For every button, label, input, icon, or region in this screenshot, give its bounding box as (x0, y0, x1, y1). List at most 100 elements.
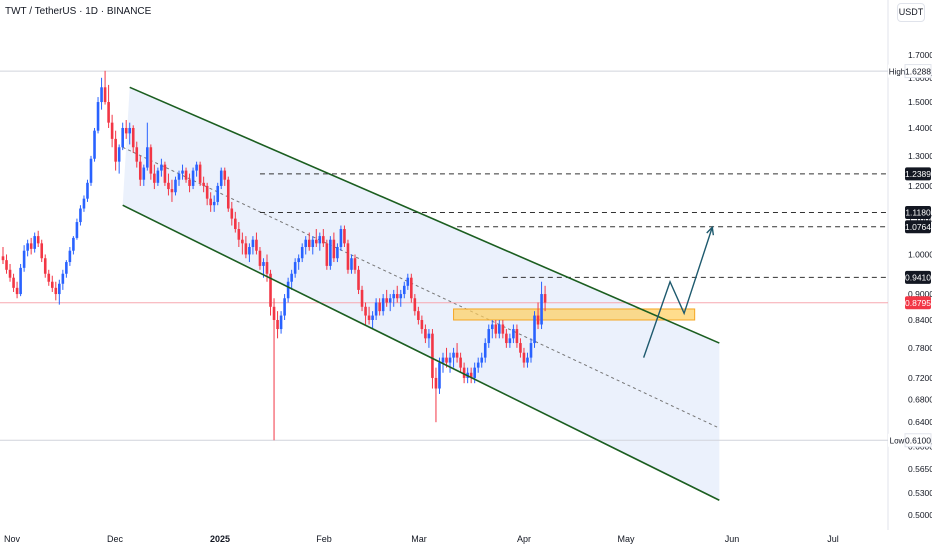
candle-body (191, 170, 195, 186)
candle-body (279, 315, 283, 330)
level-label-1: 1.1180 (905, 206, 931, 220)
candle (230, 201, 234, 226)
candle-body (248, 247, 251, 255)
candle-body (86, 182, 89, 199)
candle-body (195, 164, 198, 171)
candle-body (163, 164, 167, 183)
candle (279, 311, 283, 334)
candle (89, 155, 93, 186)
candle (346, 239, 350, 274)
candle (448, 352, 452, 373)
candle (378, 298, 381, 316)
high-label-tag: High (889, 67, 905, 76)
candle (540, 281, 543, 330)
candle (367, 306, 371, 325)
candle (160, 158, 163, 177)
candles (1, 70, 547, 441)
candle-body (114, 138, 117, 162)
currency-button[interactable]: USDT (897, 3, 925, 22)
level-label-3-bg (905, 270, 931, 284)
candle (1, 247, 5, 264)
candle (54, 281, 58, 301)
candle (329, 236, 332, 270)
candle-body (307, 239, 311, 248)
candle (184, 167, 188, 183)
candle-body (216, 185, 220, 202)
candle-body (36, 236, 40, 244)
candle-body (353, 258, 357, 270)
candle-body (480, 357, 484, 363)
candle-body (392, 294, 396, 299)
candle-body (420, 319, 424, 330)
candle-body (395, 294, 399, 299)
candle-body (336, 247, 339, 259)
candle (501, 319, 505, 339)
candle (360, 285, 364, 312)
candle (223, 167, 227, 186)
candle-body (226, 179, 230, 209)
candle-body (529, 343, 533, 358)
symbol-title: TWT / TetherUS · 1D · BINANCE (5, 6, 152, 17)
candle (424, 324, 427, 344)
candle (483, 338, 487, 363)
candle-body (286, 281, 290, 299)
low-label: Low 0.6100 (888, 433, 932, 448)
candle (283, 294, 286, 320)
candle (374, 298, 378, 320)
candle (248, 243, 251, 263)
candle (445, 347, 448, 368)
y-tick-label: 0.5650 (908, 464, 932, 474)
candle (533, 311, 536, 348)
candle-body (483, 343, 487, 358)
candle (26, 239, 29, 257)
candle-body (103, 87, 107, 103)
y-tick-label: 0.6400 (908, 417, 932, 427)
candle (459, 352, 462, 373)
candle (121, 122, 124, 151)
candle-body (322, 236, 325, 244)
candle (434, 367, 438, 423)
candle-body (258, 250, 262, 266)
level-label-2-text: 1.0764 (905, 222, 931, 232)
candle (107, 84, 110, 128)
candle-body (476, 362, 480, 368)
candle (343, 225, 346, 248)
level-label-1-text: 1.1180 (905, 208, 931, 218)
level-label-0-text: 1.2389 (905, 169, 931, 179)
candle (406, 273, 410, 290)
candle (357, 265, 360, 295)
candle-body (540, 294, 543, 325)
y-axis: 1.70001.60001.50001.40001.30001.20001.10… (908, 50, 932, 520)
candle-body (138, 161, 142, 180)
candle-body (110, 122, 114, 139)
candle-body (283, 298, 286, 316)
candle-body (8, 269, 12, 278)
y-tick-label: 0.9000 (908, 289, 932, 299)
candle (216, 182, 220, 206)
candle-body (153, 173, 156, 183)
candle (241, 232, 244, 255)
candle (286, 277, 290, 303)
candle-body (290, 273, 293, 282)
candle (388, 294, 392, 312)
candle (462, 362, 466, 384)
candle (82, 195, 86, 212)
candle (205, 182, 209, 206)
candle-body (230, 208, 234, 219)
candle (494, 319, 498, 339)
candle-body (68, 250, 72, 263)
candle (12, 273, 15, 292)
candle (65, 260, 68, 278)
candle-body (543, 294, 547, 303)
candle-body (469, 372, 473, 378)
candle-body (276, 319, 279, 330)
candle-body (26, 243, 29, 251)
current-price-label-text: 0.8795 (905, 298, 931, 308)
candle (93, 127, 96, 162)
candle-body (15, 287, 19, 295)
candle (142, 164, 146, 186)
candle (490, 319, 494, 339)
candle (293, 258, 297, 278)
candle (452, 347, 455, 368)
